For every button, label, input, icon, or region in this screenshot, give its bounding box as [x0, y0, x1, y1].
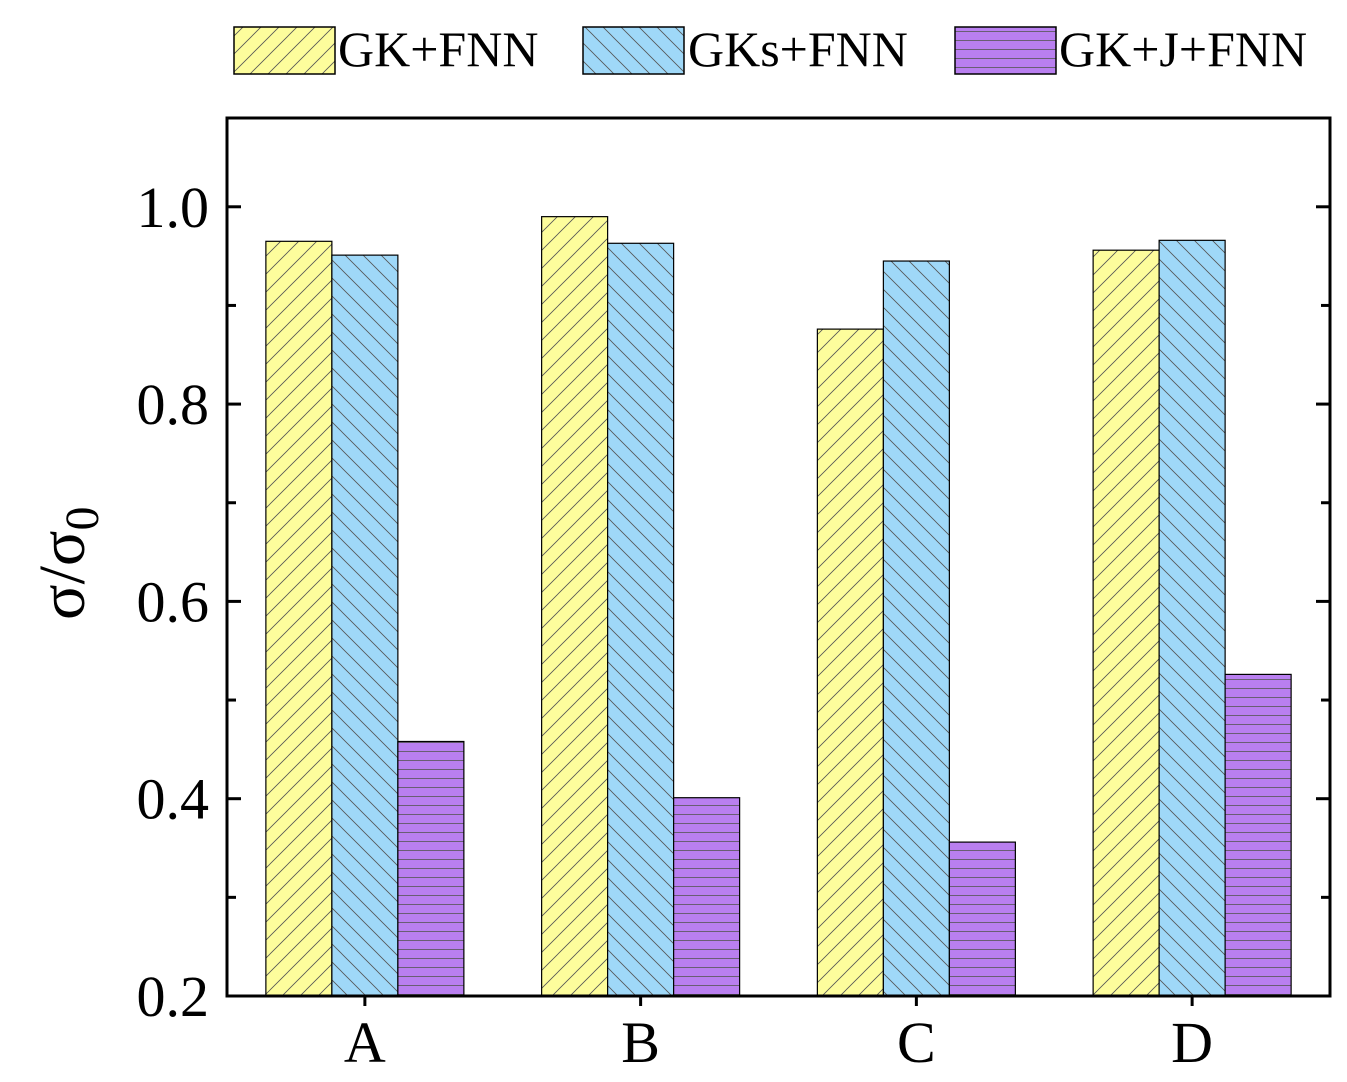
legend-label-gk-j-fnn: GK+J+FNN: [1059, 21, 1307, 77]
y-tick-label-3: 0.8: [137, 372, 210, 437]
x-tick-label-d: D: [1171, 1010, 1213, 1075]
y-tick-label-4: 1.0: [137, 175, 210, 240]
bar-a-series-1: [265, 240, 333, 997]
legend-swatch-gks-fnn: [582, 26, 685, 75]
bar-a-series-2: [331, 254, 399, 997]
y-tick-label-1: 0.4: [137, 767, 210, 832]
bar-c-series-3: [948, 841, 1016, 997]
legend-label-gk-fnn: GK+FNN: [338, 21, 538, 77]
legend-swatch-gk-fnn: [233, 26, 336, 75]
bar-c-series-2: [882, 260, 950, 997]
bar-c-series-1: [816, 328, 884, 997]
labels-layer: A B C D 0.2 0.4 0.6 0.8 1.0: [137, 175, 1214, 1075]
x-tick-label-b: B: [621, 1010, 660, 1075]
y-axis-title: σ/σ0: [26, 507, 109, 621]
bar-b-series-2: [607, 242, 675, 997]
plot-frame: [225, 116, 1332, 998]
x-tick-label-c: C: [897, 1010, 936, 1075]
y-tick-label-2: 0.6: [137, 569, 210, 634]
y-tick-label-0: 0.2: [137, 964, 210, 1029]
legend: GK+FNN GKs+FNN GK+J+FNN: [233, 21, 1307, 77]
y-axis-title-main: σ/σ: [26, 531, 99, 621]
legend-label-gks-fnn: GKs+FNN: [688, 21, 908, 77]
bar-b-series-3: [673, 797, 741, 997]
bar-d-series-3: [1224, 673, 1292, 997]
bars-layer: [265, 216, 1292, 997]
bar-a-series-3: [397, 740, 465, 997]
x-tick-label-a: A: [344, 1010, 386, 1075]
y-axis-title-subscript: 0: [56, 507, 109, 531]
bar-b-series-1: [541, 216, 609, 997]
bar-d-series-2: [1158, 239, 1226, 997]
bar-d-series-1: [1092, 249, 1160, 997]
legend-swatch-gk-j-fnn: [954, 26, 1057, 75]
